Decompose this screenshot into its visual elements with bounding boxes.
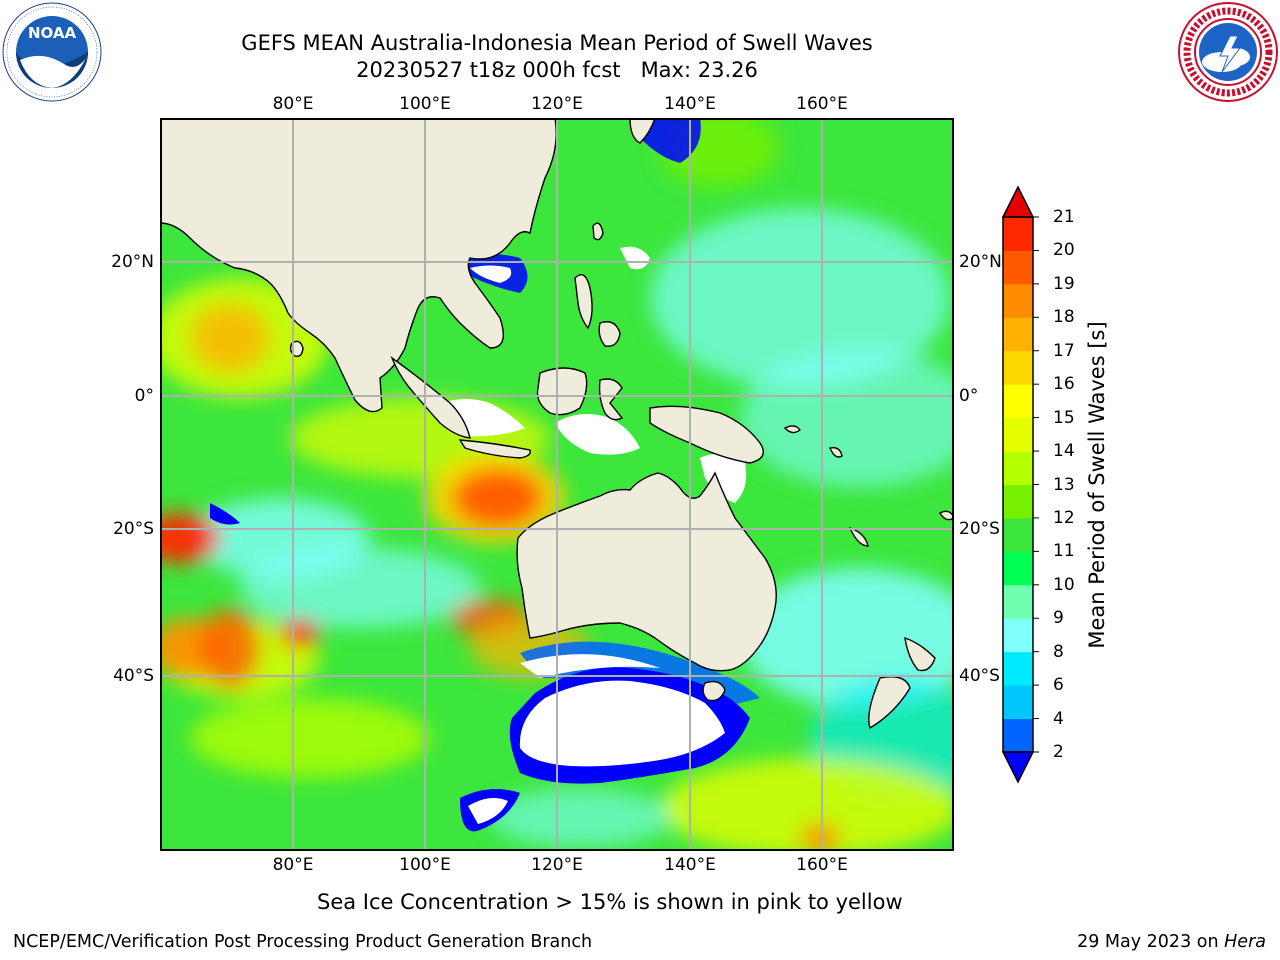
colorbar-tick-label: 9 — [1053, 608, 1064, 629]
colorbar-segment — [1003, 417, 1033, 452]
chart-subtitle: 20230527 t18z 000h fcst Max: 23.26 — [356, 58, 758, 82]
lat-label-left: 20°N — [111, 252, 154, 272]
colorbar-tick-label: 21 — [1053, 207, 1075, 227]
lat-label-right: 0° — [959, 386, 979, 406]
colorbar-tick-label: 15 — [1053, 407, 1075, 428]
lon-label-bottom: 100°E — [399, 855, 451, 875]
colorbar-tick-label: 6 — [1053, 675, 1064, 696]
colorbar-segment — [1003, 651, 1033, 686]
lon-label-bottom: 140°E — [664, 855, 716, 875]
lon-label-bottom: 160°E — [796, 855, 848, 875]
footer-host: Hera — [1224, 932, 1266, 952]
colorbar-tick-label: 14 — [1053, 441, 1075, 462]
colorbar-segment — [1003, 685, 1033, 720]
lat-label-right: 40°S — [959, 666, 1000, 686]
footer-date-text: 29 May 2023 on — [1077, 932, 1225, 952]
colorbar-tick-label: 16 — [1053, 374, 1075, 395]
colorbar-tick-label: 13 — [1053, 474, 1075, 495]
lat-label-left: 20°S — [113, 519, 154, 539]
lat-label-right: 20°N — [959, 252, 1002, 272]
colorbar-segment — [1003, 384, 1033, 419]
colorbar-segment — [1003, 217, 1033, 251]
noaa-logo-icon: NOAA — [2, 2, 102, 102]
colorbar — [1001, 185, 1039, 784]
lon-label-top: 140°E — [664, 94, 716, 114]
colorbar-segment — [1003, 250, 1033, 285]
colorbar-segment — [1003, 584, 1033, 619]
colorbar-tick-label: 12 — [1053, 507, 1075, 528]
colorbar-segment — [1003, 718, 1033, 753]
colorbar-max-extend — [1001, 185, 1035, 218]
footer-date: 29 May 2023 on Hera — [1077, 932, 1266, 952]
lon-label-top: 160°E — [796, 94, 848, 114]
colorbar-segment — [1003, 451, 1033, 485]
colorbar-segment — [1003, 317, 1033, 352]
lon-label-bottom: 80°E — [272, 855, 314, 875]
nws-logo-icon — [1178, 2, 1278, 102]
colorbar-segment — [1003, 484, 1033, 519]
lon-label-top: 80°E — [272, 94, 314, 114]
lon-label-top: 100°E — [399, 94, 451, 114]
swell-period-map — [160, 118, 954, 851]
colorbar-tick-label: 2 — [1053, 742, 1064, 762]
colorbar-segment — [1003, 517, 1033, 552]
colorbar-tick-label: 8 — [1053, 641, 1064, 662]
colorbar-segment — [1003, 350, 1033, 385]
footer-branch: NCEP/EMC/Verification Post Processing Pr… — [13, 932, 593, 952]
lon-label-bottom: 120°E — [531, 855, 583, 875]
colorbar-segment — [1003, 551, 1033, 586]
colorbar-tick-label: 18 — [1053, 307, 1075, 328]
chart-title: GEFS MEAN Australia-Indonesia Mean Perio… — [241, 31, 873, 55]
svg-text:NOAA: NOAA — [28, 24, 77, 42]
lat-label-right: 20°S — [959, 519, 1000, 539]
lon-label-top: 120°E — [531, 94, 583, 114]
sea-ice-note: Sea Ice Concentration > 15% is shown in … — [317, 890, 903, 914]
colorbar-min-extend — [1001, 751, 1035, 784]
colorbar-tick-label: 4 — [1053, 708, 1064, 729]
colorbar-tick-label: 19 — [1053, 273, 1075, 294]
lat-label-left: 40°S — [113, 666, 154, 686]
colorbar-tick-label: 10 — [1053, 574, 1075, 595]
colorbar-tick-label: 17 — [1053, 340, 1075, 361]
colorbar-tick-label: 20 — [1053, 240, 1075, 261]
lat-label-left: 0° — [134, 386, 154, 406]
colorbar-segment — [1003, 283, 1033, 318]
colorbar-segment — [1003, 618, 1033, 653]
colorbar-label: Mean Period of Swell Waves [s] — [1085, 321, 1109, 649]
colorbar-tick-label: 11 — [1053, 541, 1075, 562]
